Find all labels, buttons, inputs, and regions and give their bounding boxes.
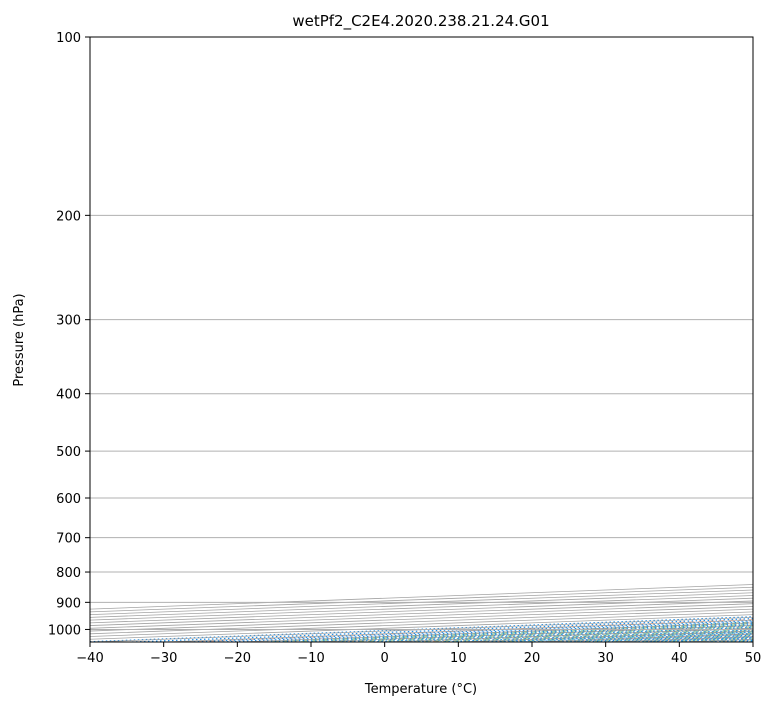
x-tick-label: 0 <box>381 651 389 666</box>
y-tick-label: 900 <box>56 596 81 611</box>
x-tick-label: 40 <box>671 651 688 666</box>
y-tick-label: 700 <box>56 532 81 547</box>
y-tick-label: 600 <box>56 492 81 507</box>
plot-frame <box>89 36 754 643</box>
chart-title: wetPf2_C2E4.2020.238.21.24.G01 <box>292 12 549 31</box>
y-tick-label: 500 <box>56 445 81 460</box>
x-tick-label: 50 <box>745 651 762 666</box>
x-axis-label: Temperature (°C) <box>364 682 477 697</box>
y-axis-ticks: 100 200 300 400 500 600 700 800 900 1000 <box>48 31 90 638</box>
y-tick-label: 1000 <box>48 623 81 638</box>
y-tick-label: 800 <box>56 566 81 581</box>
y-tick-label: 300 <box>56 314 81 329</box>
y-tick-label: 200 <box>56 209 81 224</box>
y-tick-label: 400 <box>56 388 81 403</box>
x-axis-ticks: −40 −30 −20 −10 0 10 20 30 40 50 <box>76 642 761 666</box>
x-tick-label: −20 <box>224 651 251 666</box>
x-tick-label: 20 <box>524 651 541 666</box>
pressure-gridlines <box>90 37 753 630</box>
plot-area: -100-90-80-70-60-50-40-30-20-10010203040… <box>90 37 753 642</box>
x-tick-label: −10 <box>297 651 324 666</box>
x-tick-label: −40 <box>76 651 103 666</box>
x-tick-label: 30 <box>597 651 614 666</box>
x-tick-label: 10 <box>450 651 467 666</box>
x-tick-label: −30 <box>150 651 177 666</box>
y-tick-label: 100 <box>56 31 81 46</box>
y-axis-label: Pressure (hPa) <box>12 293 27 386</box>
